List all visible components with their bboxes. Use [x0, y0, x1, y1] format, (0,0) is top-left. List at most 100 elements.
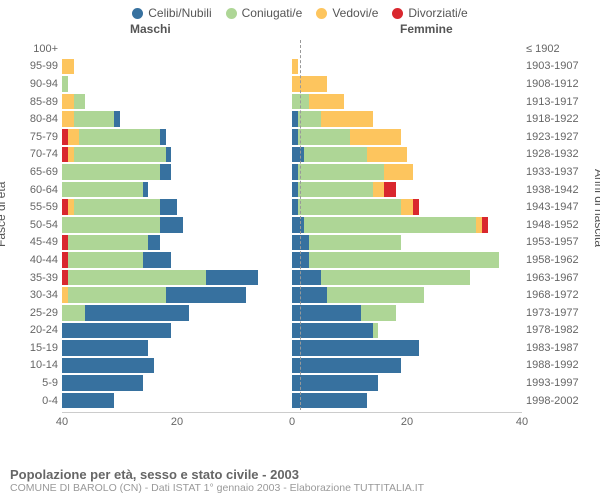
- bar-segment: [327, 287, 425, 303]
- age-label: 25-29: [22, 307, 58, 319]
- age-label: 0-4: [22, 395, 58, 407]
- birth-year-label: 1933-1937: [526, 166, 588, 178]
- x-tick-label: 20: [171, 416, 183, 428]
- pyramid-row: 80-841918-1922: [62, 110, 522, 128]
- legend-item: Celibi/Nubili: [132, 6, 211, 20]
- pyramid-row: 100+≤ 1902: [62, 40, 522, 58]
- birth-year-label: 1908-1912: [526, 78, 588, 90]
- female-bar: [292, 375, 522, 391]
- male-bar: [62, 305, 292, 321]
- y-right-axis-title: Anni di nascita: [592, 169, 600, 247]
- age-label: 55-59: [22, 201, 58, 213]
- male-bar: [62, 111, 292, 127]
- female-bar: [292, 111, 522, 127]
- male-bar: [62, 323, 292, 339]
- birth-year-label: 1913-1917: [526, 96, 588, 108]
- male-bar: [62, 375, 292, 391]
- pyramid-row: 60-641938-1942: [62, 181, 522, 199]
- bar-segment: [74, 111, 114, 127]
- bar-segment: [298, 129, 350, 145]
- pyramid-row: 85-891913-1917: [62, 93, 522, 111]
- bar-segment: [68, 287, 166, 303]
- bar-segment: [361, 305, 396, 321]
- age-label: 70-74: [22, 148, 58, 160]
- pyramid-row: 15-191983-1987: [62, 339, 522, 357]
- legend-label: Vedovi/e: [332, 6, 378, 20]
- bar-segment: [143, 182, 149, 198]
- female-bar: [292, 182, 522, 198]
- bar-segment: [304, 217, 477, 233]
- bar-segment: [292, 270, 321, 286]
- bar-segment: [206, 270, 258, 286]
- bar-segment: [62, 164, 160, 180]
- female-bar: [292, 340, 522, 356]
- column-headers: Maschi Femmine: [0, 22, 600, 40]
- bar-segment: [68, 235, 149, 251]
- age-label: 20-24: [22, 324, 58, 336]
- bar-segment: [79, 129, 160, 145]
- chart-area: Fasce di età Anni di nascita 100+≤ 19029…: [0, 40, 600, 440]
- legend-swatch: [316, 8, 327, 19]
- bar-segment: [114, 111, 120, 127]
- bar-segment: [74, 94, 86, 110]
- age-label: 35-39: [22, 272, 58, 284]
- bar-segment: [298, 164, 384, 180]
- male-bar: [62, 164, 292, 180]
- bar-segment: [160, 199, 177, 215]
- pyramid-row: 5-91993-1997: [62, 374, 522, 392]
- pyramid-row: 50-541948-1952: [62, 216, 522, 234]
- female-bar: [292, 129, 522, 145]
- legend-label: Divorziati/e: [408, 6, 467, 20]
- age-label: 95-99: [22, 60, 58, 72]
- male-bar: [62, 393, 292, 409]
- bar-segment: [74, 147, 166, 163]
- bar-segment: [321, 111, 373, 127]
- pyramid-row: 0-41998-2002: [62, 392, 522, 410]
- legend-item: Vedovi/e: [316, 6, 378, 20]
- bar-segment: [292, 375, 378, 391]
- age-label: 100+: [22, 43, 58, 55]
- birth-year-label: 1953-1957: [526, 236, 588, 248]
- male-bar: [62, 147, 292, 163]
- male-bar: [62, 340, 292, 356]
- birth-year-label: 1958-1962: [526, 254, 588, 266]
- bar-segment: [373, 182, 385, 198]
- bar-segment: [62, 323, 171, 339]
- bar-segment: [292, 287, 327, 303]
- age-label: 5-9: [22, 377, 58, 389]
- bar-segment: [384, 164, 413, 180]
- bar-segment: [85, 305, 189, 321]
- x-tick-label: 40: [56, 416, 68, 428]
- bar-segment: [292, 76, 327, 92]
- pyramid-row: 10-141988-1992: [62, 357, 522, 375]
- x-tick-label: 0: [289, 416, 295, 428]
- x-tick-label: 20: [401, 416, 413, 428]
- age-label: 65-69: [22, 166, 58, 178]
- legend-label: Coniugati/e: [242, 6, 303, 20]
- female-bar: [292, 147, 522, 163]
- female-bar: [292, 76, 522, 92]
- age-label: 10-14: [22, 359, 58, 371]
- age-label: 40-44: [22, 254, 58, 266]
- birth-year-label: 1998-2002: [526, 395, 588, 407]
- x-tick-label: 40: [516, 416, 528, 428]
- bar-segment: [292, 59, 298, 75]
- bar-segment: [62, 217, 160, 233]
- bar-segment: [321, 270, 471, 286]
- male-bar: [62, 129, 292, 145]
- bar-segment: [62, 182, 143, 198]
- pyramid-row: 55-591943-1947: [62, 198, 522, 216]
- bar-segment: [292, 358, 401, 374]
- bar-segment: [482, 217, 488, 233]
- bar-segment: [62, 305, 85, 321]
- legend-item: Divorziati/e: [392, 6, 467, 20]
- bar-segment: [160, 129, 166, 145]
- pyramid-row: 90-941908-1912: [62, 75, 522, 93]
- birth-year-label: 1983-1987: [526, 342, 588, 354]
- female-bar: [292, 305, 522, 321]
- female-bar: [292, 287, 522, 303]
- x-axis: 402002040: [62, 412, 522, 440]
- female-bar: [292, 323, 522, 339]
- bar-segment: [160, 164, 172, 180]
- bar-segment: [292, 340, 419, 356]
